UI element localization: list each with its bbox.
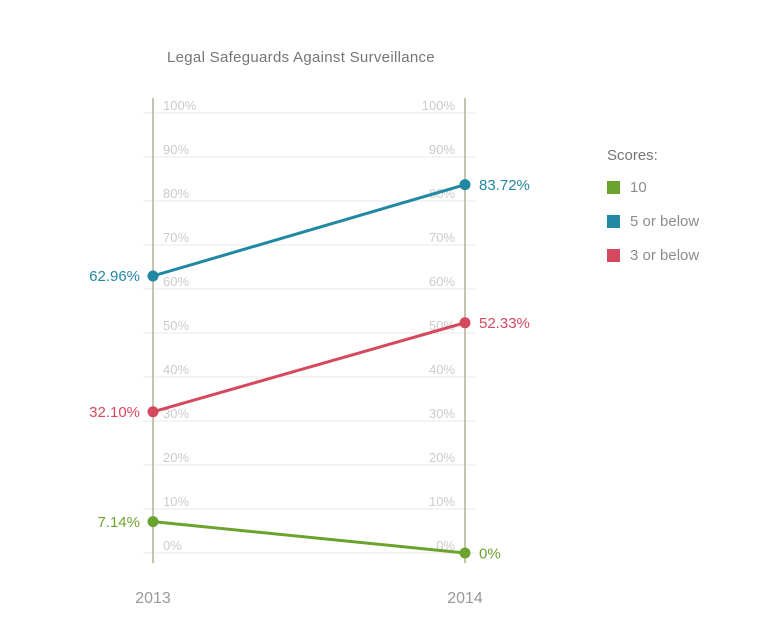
data-label: 32.10% bbox=[89, 404, 140, 421]
legend-item-5-or-below[interactable]: 5 or below bbox=[607, 213, 699, 230]
y-tick-label-right: 40% bbox=[429, 362, 455, 377]
series-line bbox=[151, 321, 467, 414]
y-tick-label-left: 100% bbox=[163, 98, 197, 113]
chart-title: Legal Safeguards Against Surveillance bbox=[167, 49, 435, 66]
data-point[interactable] bbox=[147, 406, 159, 418]
y-tick-label-left: 60% bbox=[163, 274, 189, 289]
x-axis-label: 2014 bbox=[447, 590, 483, 607]
y-tick-label-right: 50% bbox=[429, 318, 455, 333]
y-tick-label-left: 50% bbox=[163, 318, 189, 333]
legend-item-10[interactable]: 10 bbox=[607, 179, 699, 196]
y-tick-label-left: 20% bbox=[163, 450, 189, 465]
y-tick-label-left: 0% bbox=[163, 538, 182, 553]
y-tick-label-right: 100% bbox=[422, 98, 456, 113]
y-tick-label-right: 60% bbox=[429, 274, 455, 289]
data-point[interactable] bbox=[459, 179, 471, 191]
data-point[interactable] bbox=[459, 547, 471, 559]
x-axis-label: 2013 bbox=[135, 590, 171, 607]
data-point[interactable] bbox=[147, 516, 159, 528]
legend-item-label: 10 bbox=[630, 179, 647, 196]
y-tick-label-left: 30% bbox=[163, 406, 189, 421]
y-tick-label-left: 80% bbox=[163, 186, 189, 201]
series-line bbox=[151, 183, 467, 278]
series-line bbox=[151, 520, 467, 555]
y-tick-label-right: 70% bbox=[429, 230, 455, 245]
y-tick-label-left: 70% bbox=[163, 230, 189, 245]
data-label: 52.33% bbox=[479, 315, 530, 332]
y-tick-label-left: 90% bbox=[163, 142, 189, 157]
y-tick-label-left: 40% bbox=[163, 362, 189, 377]
legend-item-label: 3 or below bbox=[630, 247, 700, 264]
data-point[interactable] bbox=[147, 270, 159, 282]
data-label: 62.96% bbox=[89, 268, 140, 285]
legend-item-3-or-below[interactable]: 3 or below bbox=[607, 247, 699, 264]
legend-heading: Scores: bbox=[607, 147, 658, 164]
legend: Scores: 10 5 or below 3 or below bbox=[607, 147, 699, 281]
data-label: 0% bbox=[479, 545, 501, 562]
y-tick-label-left: 10% bbox=[163, 494, 189, 509]
legend-item-label: 5 or below bbox=[630, 213, 700, 230]
data-label: 7.14% bbox=[97, 514, 140, 531]
y-tick-label-right: 10% bbox=[429, 494, 455, 509]
legend-swatch-green bbox=[607, 181, 620, 194]
y-tick-label-right: 90% bbox=[429, 142, 455, 157]
data-point[interactable] bbox=[459, 317, 471, 329]
data-label: 83.72% bbox=[479, 177, 530, 194]
y-tick-label-right: 30% bbox=[429, 406, 455, 421]
legend-swatch-teal bbox=[607, 215, 620, 228]
legend-swatch-red bbox=[607, 249, 620, 262]
y-tick-label-right: 20% bbox=[429, 450, 455, 465]
